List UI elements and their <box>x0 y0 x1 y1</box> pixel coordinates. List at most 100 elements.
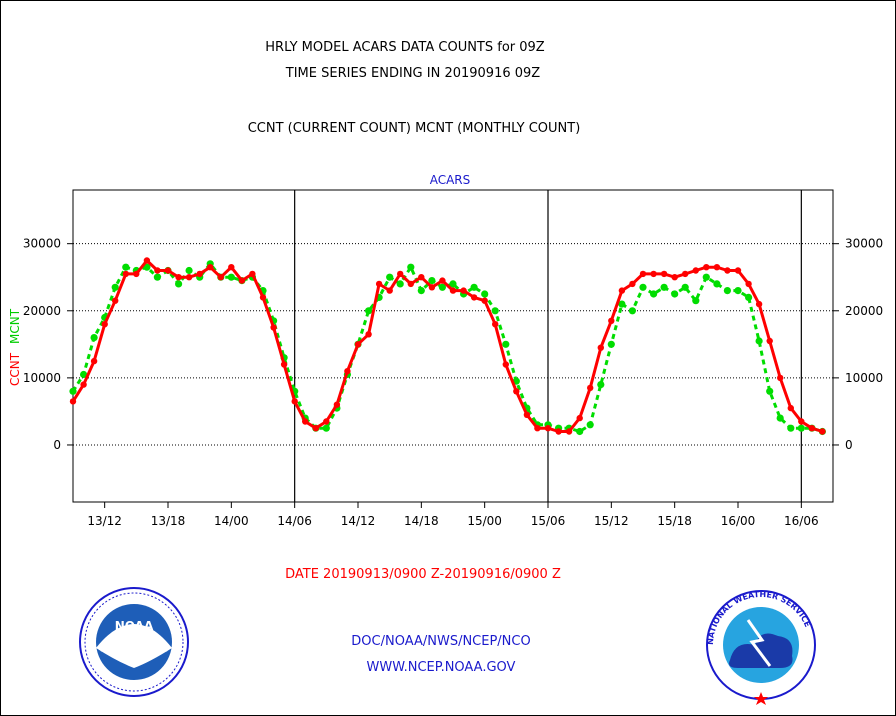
y-tick-label: 30000 <box>845 237 883 251</box>
ccnt-point <box>470 294 478 301</box>
mcnt-point <box>681 283 689 291</box>
mcnt-point <box>90 334 98 342</box>
mcnt-point <box>449 280 457 288</box>
ccnt-point <box>323 418 330 425</box>
ylabel-mcnt: MCNT <box>8 308 22 344</box>
mcnt-point <box>597 381 605 389</box>
ccnt-point <box>196 270 203 278</box>
mcnt-point <box>428 277 436 285</box>
x-tick-label: 13/18 <box>151 514 186 528</box>
ccnt-point <box>618 287 626 294</box>
ccnt-point <box>755 300 763 308</box>
ccnt-point <box>734 267 742 274</box>
ylabel-ccnt: CCNT <box>8 352 22 386</box>
y-tick-label: 10000 <box>845 371 883 385</box>
mcnt-point <box>122 263 130 271</box>
mcnt-point <box>702 273 710 281</box>
mcnt-point <box>407 263 415 271</box>
y-tick-label: 30000 <box>23 237 61 251</box>
mcnt-point <box>80 370 88 379</box>
ccnt-point <box>249 270 256 278</box>
mcnt-point <box>787 424 795 432</box>
ccnt-point <box>80 381 87 388</box>
ccnt-point <box>133 270 140 278</box>
x-tick-label: 15/00 <box>467 514 502 528</box>
ccnt-point <box>492 321 499 328</box>
y-tick-label: 20000 <box>845 304 883 318</box>
ccnt-point <box>502 361 509 368</box>
mcnt-point <box>417 287 425 295</box>
ccnt-point <box>69 398 77 405</box>
date-range: DATE 20190913/0900 Z-20190916/0900 Z <box>285 567 561 582</box>
ccnt-point <box>819 428 826 435</box>
ccnt-point <box>280 361 288 368</box>
ccnt-point <box>523 411 531 418</box>
x-ticks: 13/12 13/18 14/00 14/06 14/12 14/18 15/00 15/06… <box>87 502 819 528</box>
y-tick-label: 0 <box>845 438 853 452</box>
ccnt-point <box>576 414 583 422</box>
mcnt-point <box>153 273 161 281</box>
ccnt-point <box>745 280 752 288</box>
mcnt-point <box>143 263 151 271</box>
title-line-2: TIME SERIES ENDING IN 20190916 09Z <box>285 66 541 81</box>
ccnt-point <box>481 297 488 304</box>
nws-logo: NATIONAL WEATHER SERVICE <box>706 590 816 705</box>
ncep-url[interactable]: WWW.NCEP.NOAA.GOV <box>367 660 516 675</box>
x-tick-label: 13/12 <box>87 514 122 528</box>
mcnt-point <box>69 387 77 395</box>
ccnt-point <box>534 425 541 432</box>
ccnt-point <box>365 331 372 338</box>
ccnt-point <box>101 321 108 328</box>
y-tick-label: 20000 <box>23 304 61 318</box>
x-tick-label: 14/18 <box>404 514 439 528</box>
mcnt-point <box>639 283 647 291</box>
mcnt-point <box>660 283 668 291</box>
ccnt-point <box>143 257 151 264</box>
mcnt-point <box>111 283 119 291</box>
ccnt-point <box>428 284 436 291</box>
x-tick-label: 16/06 <box>784 514 819 528</box>
subtitle: CCNT (CURRENT COUNT) MCNT (MONTHLY COUNT… <box>248 121 581 136</box>
mcnt-point <box>650 290 658 298</box>
ccnt-point <box>175 274 182 281</box>
ccnt-point <box>608 317 615 324</box>
y-ticks-left: 0 10000 20000 30000 <box>23 237 73 452</box>
mcnt-point <box>586 421 594 429</box>
ccnt-point <box>544 425 552 432</box>
ccnt-point <box>312 425 319 432</box>
mcnt-point <box>438 283 446 291</box>
mcnt-point <box>776 414 784 422</box>
ccnt-point <box>259 294 267 301</box>
ccnt-line <box>71 259 823 433</box>
ccnt-point <box>513 388 520 395</box>
ccnt-point <box>565 428 573 435</box>
x-tick-label: 14/06 <box>277 514 312 528</box>
ccnt-point <box>692 267 699 274</box>
noaa-logo: NOAA <box>79 587 189 697</box>
mcnt-point <box>734 287 742 295</box>
ccnt-point <box>650 270 657 278</box>
mcnt-point <box>502 340 510 348</box>
mcnt-point <box>491 307 499 315</box>
mcnt-point <box>386 273 394 281</box>
ccnt-point <box>333 401 341 408</box>
ccnt-point <box>238 277 246 284</box>
chart-title: ACARS <box>430 173 471 187</box>
mcnt-point <box>607 340 615 348</box>
noaa-logo-text: NOAA <box>115 619 154 633</box>
ccnt-point <box>185 274 193 281</box>
mcnt-point <box>766 387 774 395</box>
ccnt-point <box>629 280 636 288</box>
ccnt-point <box>808 425 816 432</box>
x-tick-label: 14/12 <box>341 514 376 528</box>
mcnt-point <box>470 283 478 291</box>
y-tick-label: 10000 <box>23 371 61 385</box>
ccnt-point <box>766 337 773 345</box>
ccnt-point <box>597 344 604 351</box>
ccnt-point <box>587 384 594 392</box>
ccnt-point <box>660 270 668 278</box>
ccnt-point <box>439 277 446 284</box>
plot-area <box>72 189 834 503</box>
mcnt-point <box>175 280 183 288</box>
org-line: DOC/NOAA/NWS/NCEP/NCO <box>351 634 530 649</box>
